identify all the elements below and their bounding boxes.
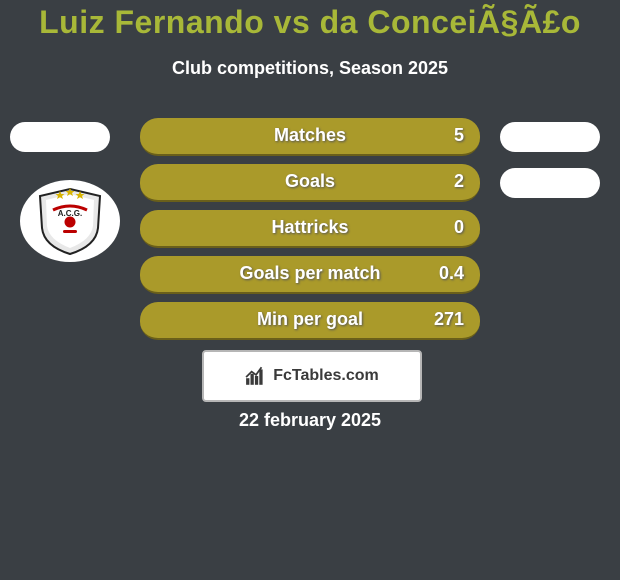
page-subtitle: Club competitions, Season 2025 — [0, 58, 620, 79]
stat-value: 5 — [454, 125, 464, 146]
stat-label: Min per goal — [140, 309, 480, 330]
stat-value: 0 — [454, 217, 464, 238]
snapshot-date: 22 february 2025 — [0, 410, 620, 431]
stat-bar: Min per goal 271 — [140, 302, 480, 340]
stat-value: 271 — [434, 309, 464, 330]
chart-icon — [245, 365, 267, 387]
stat-bar: Matches 5 — [140, 118, 480, 156]
source-label: FcTables.com — [273, 367, 379, 385]
stat-label: Goals per match — [140, 263, 480, 284]
stat-value: 2 — [454, 171, 464, 192]
stat-row: Goals per match 0.4 — [0, 256, 620, 302]
club-badge-icon: A.C.G. — [20, 180, 120, 262]
stat-label: Matches — [140, 125, 480, 146]
stat-bar: Hattricks 0 — [140, 210, 480, 248]
player-right-chip — [500, 168, 600, 198]
stat-label: Hattricks — [140, 217, 480, 238]
source-badge[interactable]: FcTables.com — [202, 350, 422, 402]
stat-value: 0.4 — [439, 263, 464, 284]
stat-bar: Goals per match 0.4 — [140, 256, 480, 294]
stat-bar: Goals 2 — [140, 164, 480, 202]
svg-text:A.C.G.: A.C.G. — [58, 209, 82, 218]
stat-row: Matches 5 — [0, 118, 620, 164]
player-left-chip — [10, 122, 110, 152]
stat-label: Goals — [140, 171, 480, 192]
comparison-infographic: Luiz Fernando vs da ConceiÃ§Ã£o Club com… — [0, 0, 620, 580]
page-title: Luiz Fernando vs da ConceiÃ§Ã£o — [0, 4, 620, 41]
stat-row: Min per goal 271 — [0, 302, 620, 348]
player-right-chip — [500, 122, 600, 152]
